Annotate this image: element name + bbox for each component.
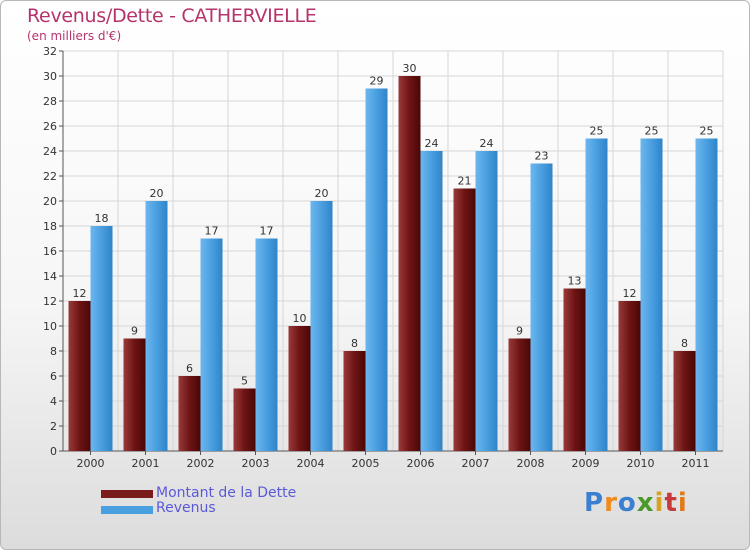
data-label: 24 bbox=[480, 137, 494, 150]
y-tick-label: 26 bbox=[43, 120, 57, 133]
data-label: 24 bbox=[425, 137, 439, 150]
bar-dette bbox=[618, 301, 641, 451]
bar-dette bbox=[178, 376, 201, 451]
data-label: 13 bbox=[568, 275, 582, 288]
y-tick-label: 10 bbox=[43, 320, 57, 333]
data-label: 8 bbox=[351, 337, 358, 350]
y-tick-label: 20 bbox=[43, 195, 57, 208]
data-label: 17 bbox=[260, 225, 274, 238]
data-label: 18 bbox=[95, 212, 109, 225]
x-tick-label: 2011 bbox=[682, 457, 710, 470]
bar-revenus bbox=[365, 88, 388, 451]
y-tick-label: 14 bbox=[43, 270, 57, 283]
bar-dette bbox=[68, 301, 91, 451]
data-label: 20 bbox=[150, 187, 164, 200]
bar-revenus bbox=[145, 201, 168, 451]
proxiti-logo: Proxiti bbox=[584, 488, 688, 518]
bar-dette bbox=[508, 338, 531, 451]
chart-subtitle: (en milliers d'€) bbox=[27, 29, 122, 43]
bar-dette bbox=[288, 326, 311, 451]
data-label: 10 bbox=[293, 312, 307, 325]
y-tick-label: 0 bbox=[50, 445, 57, 458]
bar-dette bbox=[673, 351, 696, 451]
y-tick-label: 2 bbox=[50, 420, 57, 433]
x-tick-label: 2005 bbox=[352, 457, 380, 470]
y-tick-label: 12 bbox=[43, 295, 57, 308]
data-label: 6 bbox=[186, 362, 193, 375]
x-tick-label: 2000 bbox=[77, 457, 105, 470]
y-tick-label: 22 bbox=[43, 170, 57, 183]
y-tick-label: 6 bbox=[50, 370, 57, 383]
bar-chart: 0246810121416182022242628303220001218200… bbox=[43, 45, 724, 470]
y-tick-label: 16 bbox=[43, 245, 57, 258]
legend-swatch-revenus bbox=[101, 506, 153, 514]
y-tick-label: 18 bbox=[43, 220, 57, 233]
legend-label-revenus: Revenus bbox=[156, 500, 216, 516]
bar-dette bbox=[233, 388, 256, 451]
bar-dette bbox=[123, 338, 146, 451]
labels: 0246810121416182022242628303220001218200… bbox=[43, 45, 714, 470]
bar-revenus bbox=[200, 238, 223, 451]
y-tick-label: 30 bbox=[43, 70, 57, 83]
y-tick-label: 32 bbox=[43, 45, 57, 58]
bar-revenus bbox=[475, 151, 498, 451]
x-tick-label: 2010 bbox=[627, 457, 655, 470]
x-tick-label: 2007 bbox=[462, 457, 490, 470]
bar-dette bbox=[343, 351, 366, 451]
bar-dette bbox=[398, 76, 421, 451]
data-label: 30 bbox=[403, 62, 417, 75]
logo-letter: t bbox=[664, 488, 678, 518]
bar-revenus bbox=[420, 151, 443, 451]
bars bbox=[68, 76, 718, 451]
chart-title: Revenus/Dette - CATHERVIELLE bbox=[27, 5, 317, 27]
logo-letter: x bbox=[636, 488, 655, 518]
data-label: 9 bbox=[516, 325, 523, 338]
logo-letter: i bbox=[677, 488, 688, 518]
x-tick-label: 2006 bbox=[407, 457, 435, 470]
grid-lines bbox=[62, 50, 724, 452]
x-tick-label: 2003 bbox=[242, 457, 270, 470]
logo-letter: o bbox=[617, 488, 637, 518]
legend-swatch-dette bbox=[101, 490, 153, 498]
data-label: 23 bbox=[535, 150, 549, 163]
axes bbox=[59, 50, 723, 455]
data-label: 20 bbox=[315, 187, 329, 200]
data-label: 9 bbox=[131, 325, 138, 338]
y-tick-label: 24 bbox=[43, 145, 57, 158]
bar-revenus bbox=[90, 226, 113, 451]
y-tick-label: 8 bbox=[50, 345, 57, 358]
x-tick-label: 2004 bbox=[297, 457, 325, 470]
bar-revenus bbox=[255, 238, 278, 451]
data-label: 29 bbox=[370, 75, 384, 88]
y-tick-label: 28 bbox=[43, 95, 57, 108]
data-label: 17 bbox=[205, 225, 219, 238]
data-label: 12 bbox=[623, 287, 637, 300]
bar-dette bbox=[453, 188, 476, 451]
x-tick-label: 2008 bbox=[517, 457, 545, 470]
data-label: 25 bbox=[590, 125, 604, 138]
logo-letter: P bbox=[584, 488, 605, 518]
bar-revenus bbox=[585, 138, 608, 451]
bar-revenus bbox=[640, 138, 663, 451]
y-tick-label: 4 bbox=[50, 395, 57, 408]
bar-dette bbox=[563, 288, 586, 451]
data-label: 12 bbox=[73, 287, 87, 300]
x-tick-label: 2009 bbox=[572, 457, 600, 470]
data-label: 21 bbox=[458, 175, 472, 188]
legend-label-dette: Montant de la Dette bbox=[156, 485, 297, 501]
data-label: 8 bbox=[681, 337, 688, 350]
data-label: 25 bbox=[645, 125, 659, 138]
bar-revenus bbox=[530, 163, 553, 451]
bar-revenus bbox=[695, 138, 718, 451]
data-label: 25 bbox=[700, 125, 714, 138]
bar-revenus bbox=[310, 201, 333, 451]
data-label: 5 bbox=[241, 375, 248, 388]
x-tick-label: 2002 bbox=[187, 457, 215, 470]
logo-letter: r bbox=[604, 488, 618, 518]
logo-letter: i bbox=[654, 488, 665, 518]
x-tick-label: 2001 bbox=[132, 457, 160, 470]
